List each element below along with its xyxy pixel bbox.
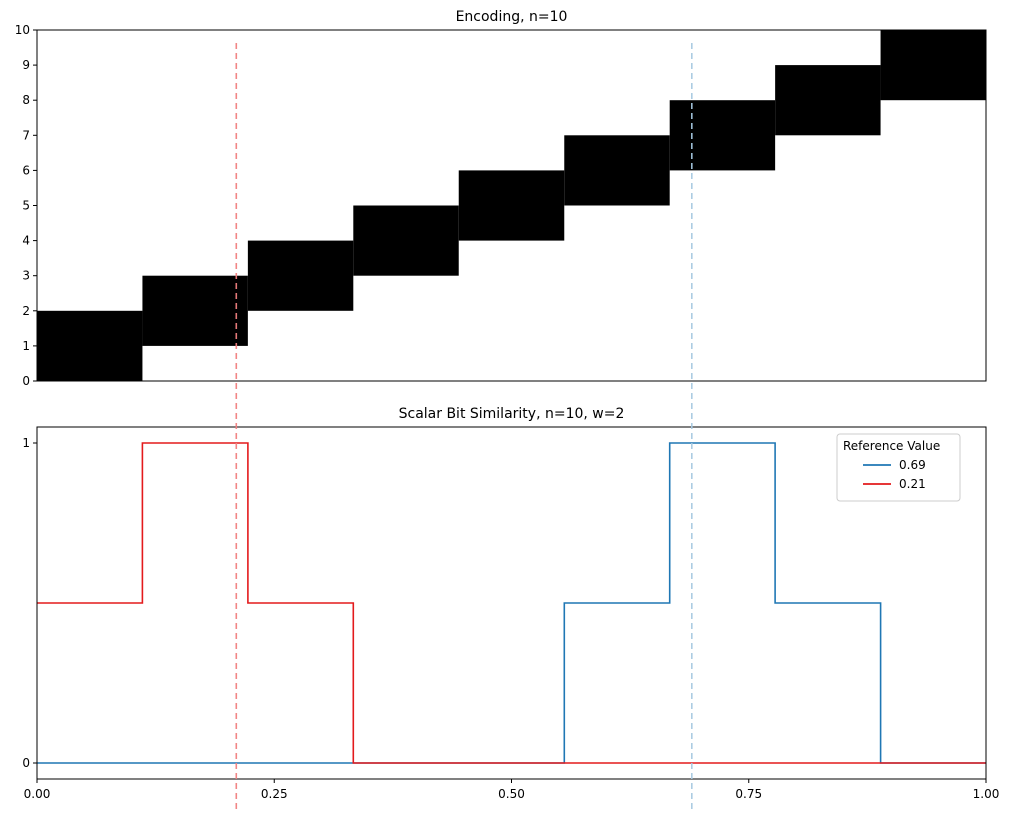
encoding-band-0 xyxy=(37,310,143,381)
encoding-y-tick-label: 8 xyxy=(22,93,30,107)
encoding-band-3 xyxy=(353,205,459,276)
similarity-y-tick-label: 0 xyxy=(22,756,30,770)
encoding-band-5 xyxy=(564,135,670,206)
similarity-frame xyxy=(36,426,987,780)
legend-label-0.21: 0.21 xyxy=(899,477,926,491)
encoding-y-tick-label: 1 xyxy=(22,339,30,353)
legend-title: Reference Value xyxy=(843,439,940,453)
similarity-x-tick-label: 0.50 xyxy=(498,787,525,801)
encoding-band-1 xyxy=(142,275,248,346)
encoding-y-tick-label: 4 xyxy=(22,234,30,248)
encoding-band-6 xyxy=(669,100,776,171)
encoding-y-ticks: 0 1 2 3 4 5 6 7 8 9 10 xyxy=(15,23,37,388)
encoding-y-tick-label: 3 xyxy=(22,269,30,283)
encoding-y-tick-label: 9 xyxy=(22,58,30,72)
series-line-0.69 xyxy=(37,442,986,764)
encoding-band-4 xyxy=(458,170,565,241)
similarity-lines xyxy=(37,442,986,764)
similarity-x-tick-label: 0.75 xyxy=(735,787,762,801)
reference-lines xyxy=(235,43,693,813)
encoding-y-tick-label: 7 xyxy=(22,128,30,142)
encoding-band-8 xyxy=(880,30,986,101)
similarity-x-ticks: 0.00 0.25 0.50 0.75 1.00 xyxy=(24,779,1000,801)
similarity-title: Scalar Bit Similarity, n=10, w=2 xyxy=(399,406,625,422)
similarity-x-tick-label: 1.00 xyxy=(973,787,1000,801)
encoding-y-tick-label: 2 xyxy=(22,304,30,318)
encoding-title: Encoding, n=10 xyxy=(456,9,568,25)
encoding-axes: Encoding, n=10 0 1 2 3 4 5 6 7 8 9 10 xyxy=(15,9,987,388)
encoding-y-tick-label: 0 xyxy=(22,374,30,388)
encoding-y-tick-label: 10 xyxy=(15,23,30,37)
encoding-band-7 xyxy=(775,65,881,136)
legend: Reference Value 0.69 0.21 xyxy=(836,433,961,502)
similarity-axes: Scalar Bit Similarity, n=10, w=2 01 0.00… xyxy=(22,406,999,801)
similarity-y-ticks: 01 xyxy=(22,436,37,770)
legend-entries: 0.69 0.21 xyxy=(863,458,926,491)
similarity-x-tick-label: 0.25 xyxy=(261,787,288,801)
encoding-bands xyxy=(37,30,986,381)
encoding-frame xyxy=(36,29,987,382)
series-line-0.21 xyxy=(37,442,986,764)
similarity-x-tick-label: 0.00 xyxy=(24,787,51,801)
encoding-band-2 xyxy=(247,240,354,311)
encoding-y-tick-label: 6 xyxy=(22,163,30,177)
encoding-y-tick-label: 5 xyxy=(22,199,30,213)
legend-label-0.69: 0.69 xyxy=(899,458,926,472)
similarity-y-tick-label: 1 xyxy=(22,436,30,450)
